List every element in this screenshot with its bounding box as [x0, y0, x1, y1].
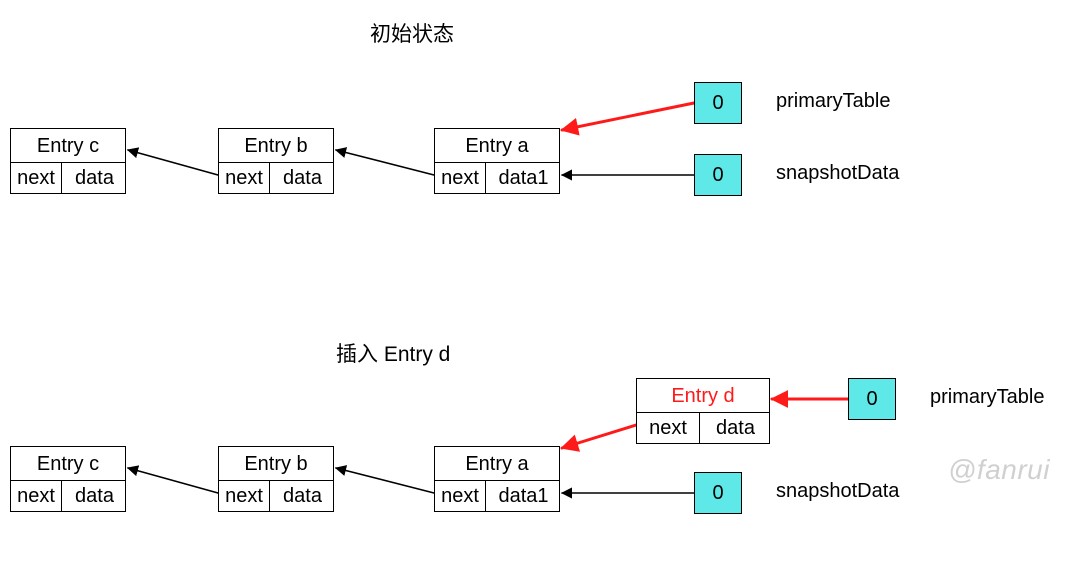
entry-label: Entry a [435, 129, 559, 163]
entry-cells: nextdata [11, 481, 125, 511]
entry-node: Entry anextdata1 [434, 128, 560, 194]
side-label: primaryTable [930, 386, 1044, 409]
entry-cells: nextdata1 [435, 163, 559, 193]
entry-cell: next [11, 163, 61, 193]
watermark: @fanrui [948, 454, 1050, 486]
entry-cells: nextdata [11, 163, 125, 193]
section1-title: 初始状态 [370, 18, 454, 48]
entry-label: Entry a [435, 447, 559, 481]
entry-cell: data [61, 481, 127, 511]
entry-cell: next [219, 163, 269, 193]
entry-cell: data1 [485, 481, 561, 511]
entry-cells: nextdata [637, 413, 769, 443]
diagram-stage: 初始状态 插入 Entry d @fanrui Entry cnextdataE… [0, 0, 1080, 561]
entry-cell: next [435, 481, 485, 511]
entry-node: Entry anextdata1 [434, 446, 560, 512]
bucket-cell: 0 [694, 472, 742, 514]
arrow [128, 468, 218, 493]
entry-label: Entry c [11, 129, 125, 163]
bucket-cell: 0 [848, 378, 896, 420]
arrow [562, 425, 636, 448]
entry-label: Entry c [11, 447, 125, 481]
entry-cells: nextdata [219, 481, 333, 511]
entry-node: Entry bnextdata [218, 128, 334, 194]
entry-node: Entry cnextdata [10, 446, 126, 512]
entry-cells: nextdata1 [435, 481, 559, 511]
arrow [336, 150, 434, 175]
entry-cell: next [11, 481, 61, 511]
entry-cell: data [699, 413, 771, 443]
entry-label: Entry b [219, 447, 333, 481]
section2-title: 插入 Entry d [336, 338, 450, 368]
entry-cells: nextdata [219, 163, 333, 193]
entry-node: Entry dnextdata [636, 378, 770, 444]
entry-node: Entry bnextdata [218, 446, 334, 512]
entry-cell: next [637, 413, 699, 443]
entry-cell: next [219, 481, 269, 511]
arrow [562, 103, 694, 130]
bucket-cell: 0 [694, 82, 742, 124]
bucket-cell: 0 [694, 154, 742, 196]
arrow [128, 150, 218, 175]
entry-label: Entry d [637, 379, 769, 413]
entry-node: Entry cnextdata [10, 128, 126, 194]
side-label: snapshotData [776, 480, 899, 503]
entry-label: Entry b [219, 129, 333, 163]
side-label: primaryTable [776, 90, 890, 113]
side-label: snapshotData [776, 162, 899, 185]
entry-cell: data [269, 481, 335, 511]
entry-cell: next [435, 163, 485, 193]
arrow [336, 468, 434, 493]
entry-cell: data [269, 163, 335, 193]
entry-cell: data [61, 163, 127, 193]
entry-cell: data1 [485, 163, 561, 193]
